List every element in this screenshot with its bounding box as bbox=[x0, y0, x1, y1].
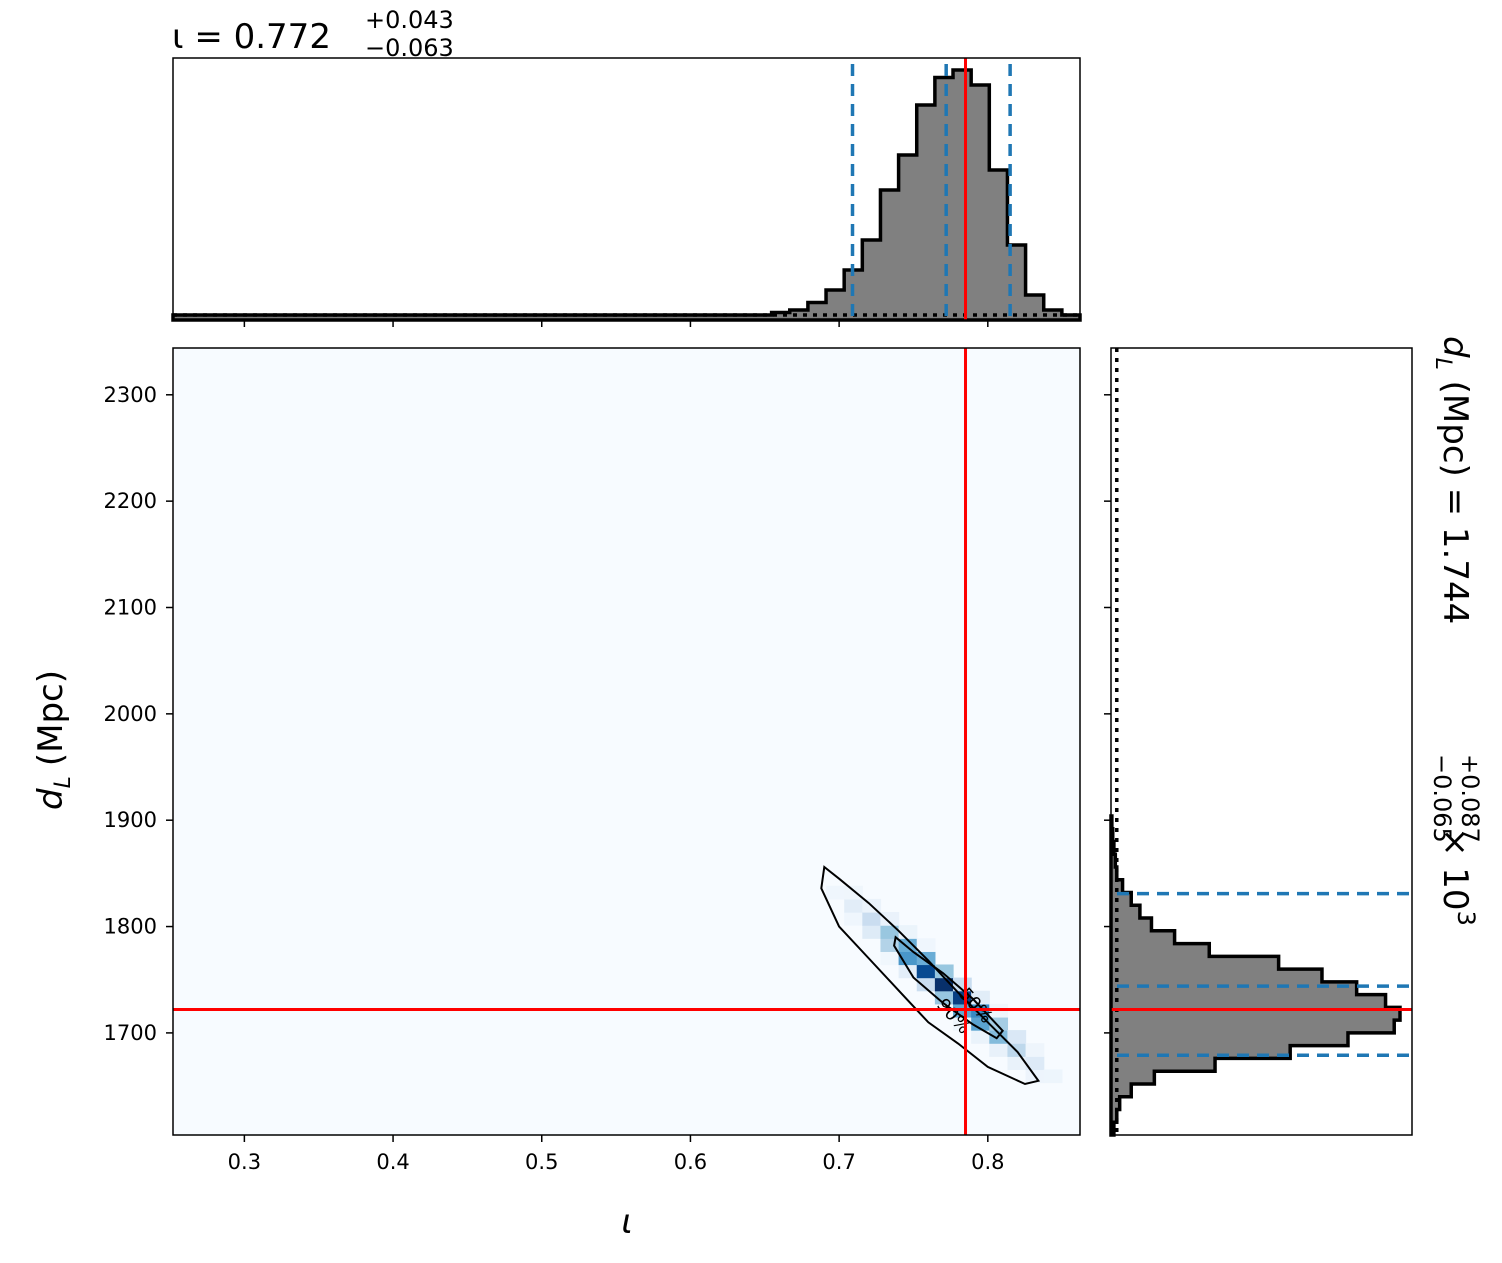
y-tick-label: 1800 bbox=[104, 915, 157, 939]
y-tick-label: 2000 bbox=[104, 702, 157, 726]
right-title-median: 1.744 bbox=[1435, 527, 1475, 624]
y-axis-subscript: L bbox=[51, 776, 76, 788]
y-axis-label: dL (Mpc) bbox=[31, 670, 76, 810]
top-title-plus: +0.043 bbox=[365, 6, 454, 34]
density-cell bbox=[953, 977, 972, 992]
y-tick-label: 1900 bbox=[104, 808, 157, 832]
x-tick-label: 0.3 bbox=[228, 1150, 261, 1174]
x-tick-label: 0.7 bbox=[822, 1150, 855, 1174]
top-frame bbox=[172, 57, 1081, 321]
density-cell bbox=[880, 925, 900, 939]
x-axis-label: ι bbox=[621, 1202, 633, 1242]
right-marginal-title: dL (Mpc) = 1.744 +0.087 −0.065 × 103 bbox=[1428, 336, 1484, 926]
density-cell bbox=[826, 885, 845, 900]
top-title-median: 0.772 bbox=[234, 17, 331, 57]
top-marginal-title: ι = 0.772 bbox=[172, 17, 331, 57]
density-cell bbox=[934, 977, 954, 992]
y-axis-label-text: dL (Mpc) bbox=[31, 670, 76, 810]
y-axis-symbol: d bbox=[31, 788, 71, 810]
right-title-exponent: 3 bbox=[1452, 911, 1480, 926]
density-cell bbox=[916, 977, 936, 992]
density-cell bbox=[862, 912, 882, 926]
density-cell bbox=[1007, 1056, 1027, 1071]
density-cell bbox=[898, 925, 918, 939]
density-cell bbox=[916, 964, 936, 979]
top-title-minus: −0.063 bbox=[365, 34, 454, 62]
right-title-times: × 10 bbox=[1435, 828, 1475, 911]
density-cell bbox=[898, 964, 918, 979]
contour-50-line bbox=[893, 935, 1005, 1040]
contour-90-line bbox=[820, 865, 1041, 1086]
right-title-subscript: L bbox=[1430, 358, 1455, 370]
joint-background bbox=[173, 348, 1080, 1135]
density-cell bbox=[971, 1030, 990, 1044]
density-cell bbox=[862, 925, 882, 939]
y-tick-label: 2100 bbox=[104, 595, 157, 619]
density-cell bbox=[989, 1043, 1009, 1057]
right-title-text: dL (Mpc) = 1.744 bbox=[1430, 336, 1475, 624]
density-cell bbox=[844, 885, 863, 900]
density-cell bbox=[898, 938, 918, 952]
x-tick-label: 0.8 bbox=[971, 1150, 1004, 1174]
x-tick-label: 0.4 bbox=[376, 1150, 409, 1174]
density-cell bbox=[1043, 1069, 1063, 1084]
right-title-minus: −0.065 bbox=[1428, 754, 1456, 843]
x-tick-label: 0.6 bbox=[674, 1150, 707, 1174]
density-cell bbox=[916, 938, 936, 952]
x-tick-label: 0.5 bbox=[525, 1150, 558, 1174]
density-cell bbox=[1025, 1043, 1045, 1057]
density-cell bbox=[880, 951, 900, 966]
right-title-symbol: d bbox=[1435, 336, 1475, 358]
right-frame bbox=[1110, 347, 1413, 1136]
top-marginal-histogram bbox=[171, 57, 1082, 327]
density-cell bbox=[844, 898, 863, 913]
density-cell bbox=[1025, 1056, 1045, 1071]
y-axis-unit: (Mpc) bbox=[31, 670, 71, 766]
y-tick-label: 1700 bbox=[104, 1021, 157, 1045]
joint-density-panel: 90%50%0.3 0.4 0.5 0.6 0.7 0.81700180019002000… bbox=[104, 347, 1081, 1174]
density-cell bbox=[844, 912, 863, 926]
y-tick-label: 2300 bbox=[104, 383, 157, 407]
density-cell bbox=[934, 964, 954, 979]
top-title-prefix: ι = bbox=[172, 17, 234, 57]
right-title-unit: (Mpc) = bbox=[1435, 370, 1475, 527]
right-marginal-histogram bbox=[1104, 347, 1413, 1137]
right-title-plus: +0.087 bbox=[1456, 754, 1484, 843]
right-title-multiplier: × 103 bbox=[1435, 828, 1480, 926]
density-cell bbox=[880, 912, 900, 926]
density-cell bbox=[1007, 1030, 1027, 1044]
y-tick-label: 2200 bbox=[104, 489, 157, 513]
joint-frame bbox=[172, 347, 1081, 1136]
